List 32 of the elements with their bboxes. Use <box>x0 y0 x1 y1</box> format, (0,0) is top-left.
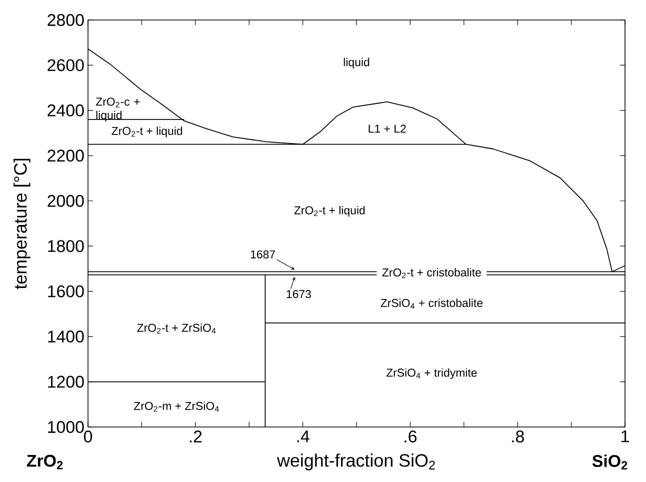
x-tick-label: .6 <box>404 430 417 443</box>
x-tick-label: .8 <box>512 430 524 443</box>
x-tick-label: 0 <box>84 430 92 443</box>
annotation: ZrSiO$_{4}$ + tridymite <box>386 368 477 380</box>
y-tick-label: 1600 <box>48 285 84 298</box>
x-tick-label: .4 <box>297 430 310 442</box>
annotation: L1 + L2 <box>368 124 406 133</box>
y-tick-label: 2400 <box>48 104 84 116</box>
annotation: ZrO$_{2}$-m + ZrSiO$_{4}$ <box>134 402 219 412</box>
y-tick-label: 2800 <box>48 14 84 26</box>
y-tick-label: 1200 <box>48 376 84 388</box>
y-tick-label: 1000 <box>48 420 84 433</box>
annotation: ZrO$_{2}$-c + liquid <box>96 98 140 122</box>
y-tick-label: 1400 <box>48 330 84 343</box>
y-tick-label: 2200 <box>48 150 84 162</box>
y-tick-label: 2600 <box>48 59 84 72</box>
annotation: ZrO$_{2}$-t + liquid <box>294 206 365 217</box>
annotation: ZrO$_{2}$-t + ZrSiO$_{4}$ <box>137 323 216 334</box>
legend-label: 1673 <box>286 290 311 298</box>
text: SiO$_{2}$ <box>592 454 628 470</box>
y-tick-label: 1800 <box>48 240 84 252</box>
x-tick-label: .2 <box>190 430 202 442</box>
y-axis-title: temperature [°C] <box>14 158 30 290</box>
annotation: ZrO$_{2}$-t + liquid <box>112 126 182 138</box>
ref-line-label: 1687 <box>250 250 275 258</box>
annotation: ZrSiO$_{4}$ + cristobalite <box>380 298 482 309</box>
annotation: ZrO$_{2}$-t + cristobalite <box>382 268 481 278</box>
x-tick-label: 1 <box>622 430 629 442</box>
x-axis-title: weight-fraction SiO$_{2}$ <box>276 454 435 470</box>
text: ZrO$_{2}$ <box>26 454 63 470</box>
y-tick-label: 2000 <box>48 194 84 207</box>
annotation: liquid <box>344 58 370 68</box>
